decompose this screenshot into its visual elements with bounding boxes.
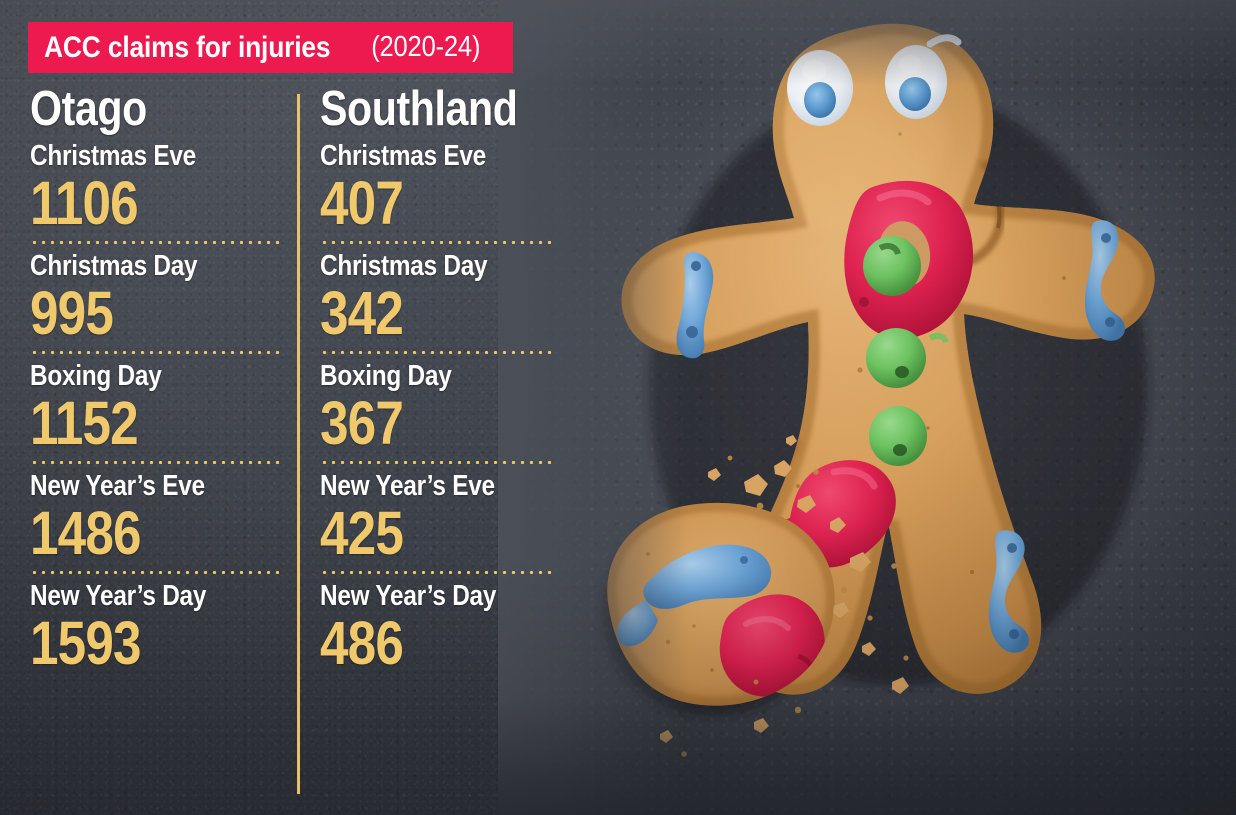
row-value: 1152: [30, 389, 139, 457]
row-separator: [320, 461, 557, 464]
column-southland: Southland Christmas Eve 407 Christmas Da…: [320, 82, 570, 674]
row-otago-christmas-eve: Christmas Eve 1106: [30, 140, 286, 234]
row-value: 1106: [30, 169, 139, 237]
rows-southland: Christmas Eve 407 Christmas Day 342 Boxi…: [320, 140, 570, 674]
row-separator: [30, 461, 280, 464]
row-separator: [30, 571, 280, 574]
row-southland-new-years-eve: New Year’s Eve 425: [320, 470, 570, 564]
column-divider: [297, 94, 300, 794]
row-value: 1486: [30, 499, 141, 567]
row-otago-new-years-eve: New Year’s Eve 1486: [30, 470, 286, 564]
row-otago-boxing-day: Boxing Day 1152: [30, 360, 286, 454]
row-value: 995: [30, 279, 114, 347]
photo-left-fade: [498, 0, 688, 815]
row-value: 367: [320, 389, 404, 457]
row-southland-new-years-day: New Year’s Day 486: [320, 580, 570, 674]
row-separator: [320, 571, 557, 574]
column-otago: Otago Christmas Eve 1106 Christmas Day 9…: [30, 82, 286, 674]
row-otago-christmas-day: Christmas Day 995: [30, 250, 286, 344]
row-label: Christmas Day: [320, 250, 488, 282]
row-label: Christmas Eve: [30, 140, 196, 172]
data-panel: Otago Christmas Eve 1106 Christmas Day 9…: [0, 82, 580, 794]
row-label: Boxing Day: [30, 360, 162, 392]
row-value: 342: [320, 279, 404, 347]
row-southland-christmas-day: Christmas Day 342: [320, 250, 570, 344]
row-label: New Year’s Day: [30, 580, 207, 612]
row-label: New Year’s Eve: [320, 470, 495, 502]
row-label: Boxing Day: [320, 360, 452, 392]
row-southland-christmas-eve: Christmas Eve 407: [320, 140, 570, 234]
row-value: 425: [320, 499, 404, 567]
row-label: New Year’s Eve: [30, 470, 205, 502]
row-separator: [30, 241, 280, 244]
row-label: Christmas Day: [30, 250, 198, 282]
header-banner: ACC claims for injuries (2020-24): [28, 22, 514, 73]
row-value: 407: [320, 169, 404, 237]
row-separator: [30, 351, 280, 354]
photo-bottom-fade: [498, 696, 1236, 815]
gingerbread-man-photo: [498, 0, 1236, 815]
row-otago-new-years-day: New Year’s Day 1593: [30, 580, 286, 674]
row-separator: [320, 241, 557, 244]
rows-otago: Christmas Eve 1106 Christmas Day 995 Box…: [30, 140, 286, 674]
column-heading-otago: Otago: [30, 82, 147, 136]
row-label: Christmas Eve: [320, 140, 486, 172]
banner-title-light: (2020-24): [370, 31, 480, 63]
column-heading-southland: Southland: [320, 82, 518, 136]
photo-top-fade: [498, 0, 1236, 86]
banner-title-bold: ACC claims for injuries: [44, 30, 331, 64]
row-label: New Year’s Day: [320, 580, 497, 612]
row-value: 486: [320, 609, 404, 677]
row-southland-boxing-day: Boxing Day 367: [320, 360, 570, 454]
row-value: 1593: [30, 609, 141, 677]
row-separator: [320, 351, 557, 354]
